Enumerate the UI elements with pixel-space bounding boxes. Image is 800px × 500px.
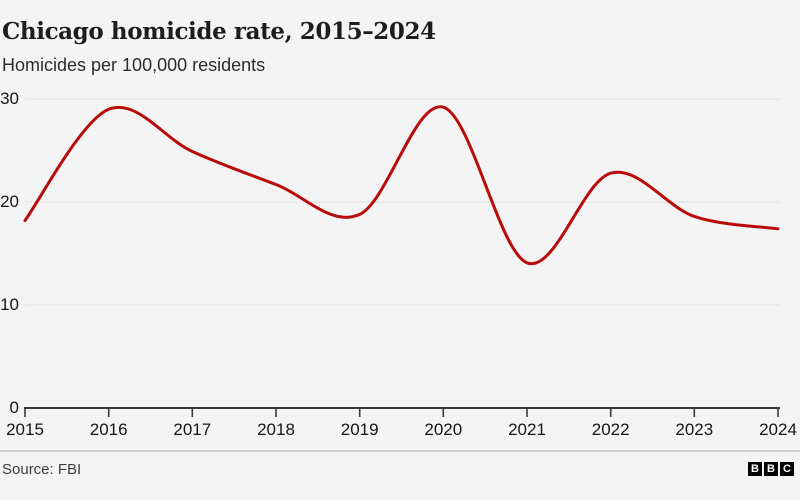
x-axis-label: 2023	[675, 420, 714, 439]
x-axis-label: 2021	[508, 420, 546, 439]
y-axis-label: 0	[9, 398, 19, 418]
x-axis-label: 2015	[6, 420, 44, 439]
x-axis-label: 2019	[340, 420, 379, 439]
y-axis-label: 20	[0, 192, 19, 212]
x-axis-label: 2018	[257, 420, 295, 439]
bbc-logo-block: B	[764, 462, 778, 476]
bbc-logo-block: B	[748, 462, 762, 476]
x-axis-label: 2020	[424, 420, 463, 439]
y-axis-label: 10	[0, 295, 19, 315]
x-axis-label: 2024	[759, 420, 797, 439]
footer-divider	[0, 450, 800, 452]
series-line	[23, 105, 780, 266]
x-axis-label: 2016	[89, 420, 128, 439]
x-axis-label: 2017	[173, 420, 212, 439]
chart-subtitle: Homicides per 100,000 residents	[2, 55, 266, 75]
chart-title: Chicago homicide rate, 2015–2024	[2, 18, 436, 45]
y-axis-label: 30	[0, 89, 19, 109]
source-label: Source: FBI	[2, 461, 82, 478]
x-axis-label: 2022	[591, 420, 630, 439]
bbc-logo-block: C	[780, 462, 794, 476]
